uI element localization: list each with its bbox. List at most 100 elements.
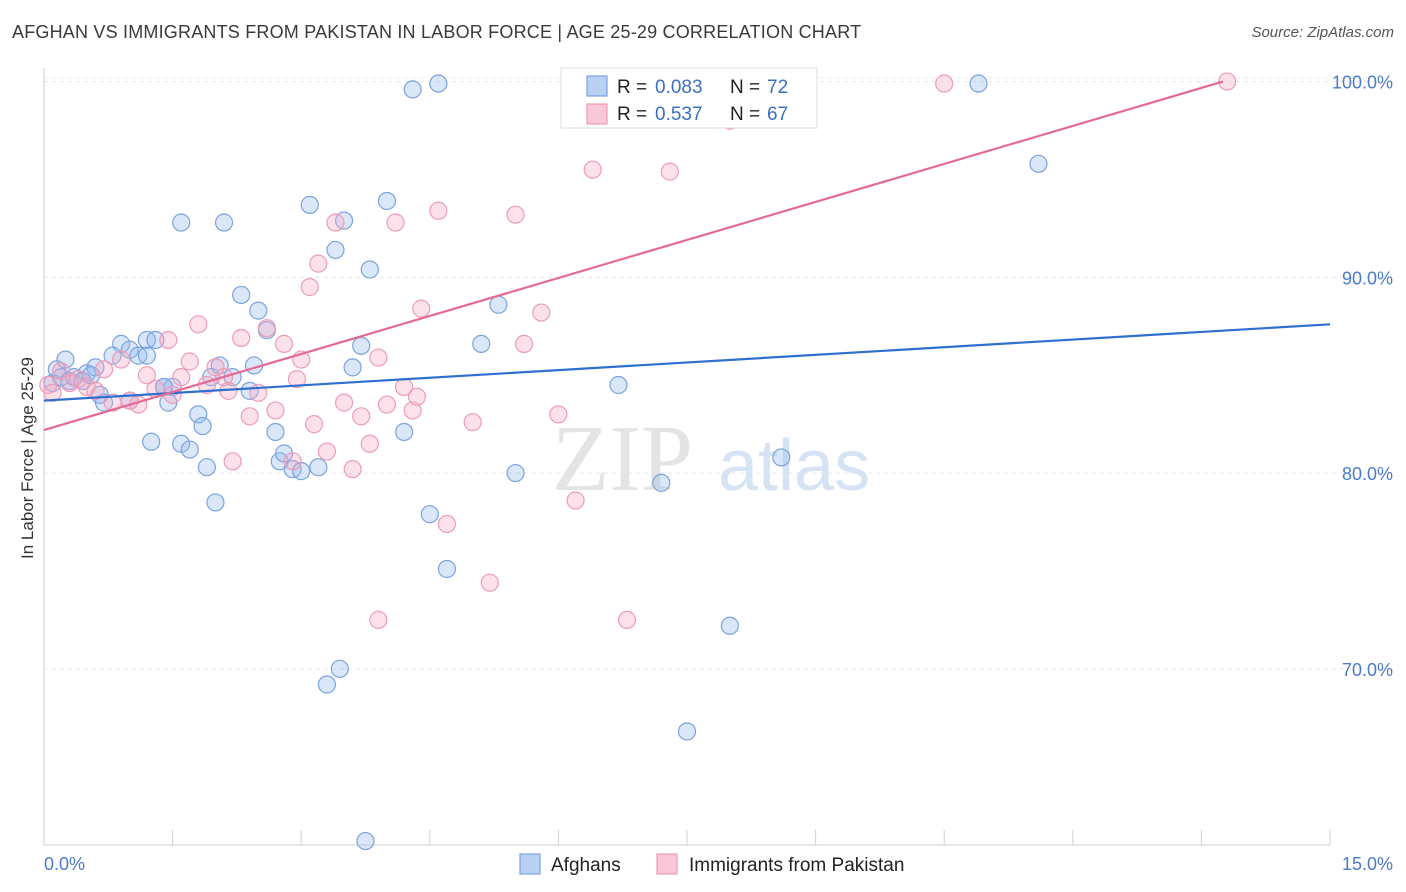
pakistan-point [660,162,679,181]
afghans-point [232,285,251,305]
afghans-point [300,195,319,214]
afghans-point [720,616,739,635]
watermark-atlas: atlas [718,426,870,506]
pakistan-point [935,74,954,93]
legend-r-value-1: 0.083 [655,77,703,98]
pakistan-trend-line [43,80,1224,432]
afghans-point [214,213,234,232]
pakistan-point [189,315,208,334]
pakistan-point [103,393,122,412]
pakistan-point [437,514,457,534]
bottom-legend: Afghans Immigrants from Pakistan [519,853,904,876]
afghans-point [309,458,328,477]
pakistan-point [549,405,568,424]
afghans-point [506,463,525,483]
pakistan-point [412,299,431,318]
pakistan-point [223,452,242,471]
afghans-point [197,458,216,477]
pakistan-point [309,254,328,273]
afghans-point [330,659,349,678]
afghans-point [356,831,375,851]
pakistan-point [617,610,637,629]
pakistan-point [159,330,178,350]
legend-swatch-afghans [586,75,608,97]
afghans-point [172,213,191,232]
afghans-point [180,440,199,459]
pakistan-point [257,319,277,338]
pakistan-point [304,415,324,434]
pakistan-point [112,350,131,369]
pakistan-point [300,278,319,297]
pakistan-point [77,377,96,397]
afghans-point [489,295,508,314]
pakistan-point [1218,72,1237,91]
afghans-point [266,422,285,442]
x-tick-label-min: 0.0% [44,854,85,874]
bottom-legend-pakistan: Immigrants from Pakistan [689,855,904,876]
pakistan-point [429,201,448,220]
afghans-trend-line [43,323,1331,402]
afghans-point [1029,154,1048,173]
pakistan-point [343,460,362,479]
afghans-point [360,260,379,279]
afghans-point [472,334,491,353]
pakistan-point [326,213,345,232]
afghans-point [103,346,122,365]
legend: R = 0.083 N = 72 R = 0.537 N = 67 [560,67,818,129]
afghans-point [677,722,697,741]
y-axis-title: In Labor Force | Age 25-29 [18,357,37,559]
bottom-legend-swatch-afghans [519,853,541,875]
pakistan-point [94,360,114,379]
afghans-point [377,191,397,211]
afghans-point [206,493,225,512]
pakistan-point [283,452,302,471]
legend-r-label-2: R = [617,104,647,125]
x-ticks [43,830,1331,845]
afghans-point [403,80,422,99]
pakistan-point [506,205,525,224]
legend-n-label-1: N = [730,77,760,98]
pakistan-point [43,383,62,402]
pakistan-point [566,491,585,510]
legend-n-value-1: 72 [767,77,788,98]
data-points [39,72,1237,851]
pakistan-point [532,303,551,322]
pakistan-point [172,368,191,387]
legend-n-value-2: 67 [767,104,788,125]
afghans-point [437,559,457,579]
watermark-zip: ZIP [552,407,693,511]
afghans-point [249,301,268,320]
pakistan-point [137,366,156,385]
y-tick-label: 80.0% [1342,464,1393,484]
pakistan-point [60,373,79,393]
legend-r-value-2: 0.537 [655,104,703,125]
afghans-point [609,375,628,395]
pakistan-point [463,413,482,432]
legend-n-label-2: N = [730,104,760,125]
afghans-point [56,350,75,369]
y-tick-label: 90.0% [1342,268,1393,288]
afghans-point [317,675,337,694]
afghans-point [146,330,165,350]
pakistan-point [403,401,422,420]
pakistan-point [407,387,427,406]
pakistan-point [240,407,259,426]
pakistan-point [369,610,388,629]
pakistan-point [360,434,379,453]
x-tick-label-max: 15.0% [1342,854,1393,874]
afghans-point [394,422,414,442]
pakistan-point [287,370,307,389]
bottom-legend-afghans: Afghans [551,855,621,876]
pakistan-point [480,573,499,592]
pakistan-point [232,328,251,348]
pakistan-point [515,334,534,353]
legend-r-label-1: R = [617,77,647,98]
bottom-legend-swatch-pakistan [656,853,678,875]
afghans-point [352,336,371,355]
afghans-point [420,505,439,524]
pakistan-point [377,395,397,414]
y-tick-label: 70.0% [1342,660,1393,680]
afghans-point [343,358,362,377]
afghans-point [193,416,212,436]
